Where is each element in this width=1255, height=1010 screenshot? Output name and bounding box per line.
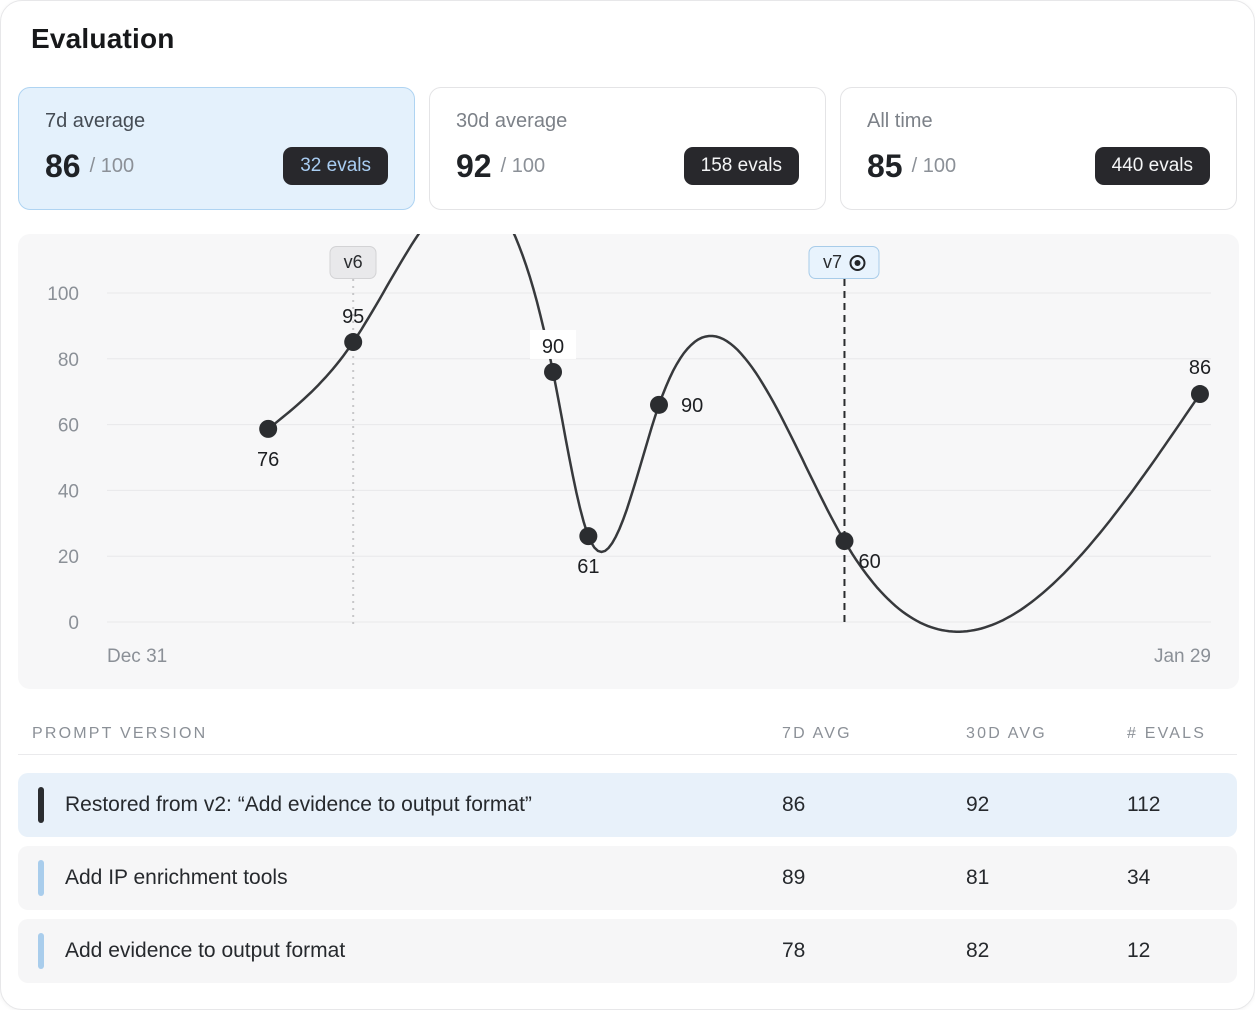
version-marker-label: v6	[343, 252, 363, 272]
cell-evals: 34	[1127, 866, 1151, 889]
cell-evals: 112	[1127, 793, 1161, 816]
evals-count-badge: 32 evals	[283, 147, 388, 185]
version-accent-bar	[38, 933, 44, 969]
stat-card-label: All time	[867, 110, 933, 132]
cell-7d-avg: 89	[782, 866, 806, 889]
stat-card-all-time[interactable]: All time 85 / 100 440 evals	[840, 87, 1237, 210]
table-header-row: PROMPT VERSION 7D AVG 30D AVG # EVALS	[18, 689, 1237, 755]
y-tick-label: 80	[58, 350, 79, 371]
version-marker-tag-v7[interactable]: v7	[808, 246, 880, 279]
version-accent-bar	[38, 787, 44, 823]
x-axis-end-label: Jan 29	[1153, 646, 1211, 667]
chart-canvas: 0 20 40 60 80 100 76 95 90 61 90 60 86	[47, 234, 1211, 634]
record-icon	[849, 254, 866, 271]
point-label-bg	[530, 329, 577, 359]
column-header-prompt-version: PROMPT VERSION	[32, 725, 208, 742]
cell-30d-avg: 82	[966, 939, 990, 962]
data-point[interactable]	[1190, 385, 1209, 404]
prompt-version-name: Restored from v2: “Add evidence to outpu…	[65, 793, 532, 816]
x-axis-start-label: Dec 31	[107, 646, 168, 667]
stat-card-label: 7d average	[45, 110, 146, 132]
data-point[interactable]	[579, 527, 598, 546]
point-value-label: 86	[1189, 357, 1211, 379]
stat-cards: 7d average 86 / 100 32 evals 30d average…	[18, 87, 1237, 210]
cell-7d-avg: 78	[782, 939, 806, 962]
stat-card-value: 85	[867, 147, 903, 184]
stat-card-value-row: 85 / 100 440 evals	[867, 147, 1210, 185]
table-row[interactable]: Add evidence to output format 78 82 12	[18, 919, 1237, 983]
cell-30d-avg: 92	[966, 793, 990, 816]
y-tick-label: 100	[47, 284, 79, 305]
prompt-version-name: Add IP enrichment tools	[65, 866, 288, 889]
stat-card-denominator: / 100	[911, 154, 957, 177]
cell-30d-avg: 81	[966, 866, 990, 889]
point-value-label: 90	[542, 336, 564, 358]
version-marker-label: v7	[822, 252, 842, 272]
stat-card-value: 92	[456, 147, 492, 184]
page-title: Evaluation	[31, 23, 175, 54]
column-header-7d-avg: 7D AVG	[782, 725, 852, 742]
y-tick-label: 40	[58, 481, 79, 502]
stat-card-7d-average[interactable]: 7d average 86 / 100 32 evals	[18, 87, 415, 210]
stat-card-denominator: / 100	[89, 154, 135, 177]
prompt-version-name: Add evidence to output format	[65, 939, 346, 962]
y-tick-label: 0	[68, 613, 79, 634]
column-header-evals: # EVALS	[1127, 725, 1207, 742]
table-row[interactable]: Add IP enrichment tools 89 81 34	[18, 846, 1237, 910]
stat-card-denominator: / 100	[500, 154, 546, 177]
stat-card-label: 30d average	[456, 110, 568, 132]
y-tick-label: 60	[58, 416, 79, 437]
stat-card-value: 86	[45, 147, 81, 184]
y-tick-label: 20	[58, 547, 79, 568]
data-point[interactable]	[544, 362, 563, 381]
data-point[interactable]	[259, 419, 278, 438]
version-marker-tag-v6[interactable]: v6	[329, 246, 377, 279]
stat-card-value-row: 86 / 100 32 evals	[45, 147, 388, 185]
point-value-label: 60	[858, 551, 880, 573]
table-row[interactable]: Restored from v2: “Add evidence to outpu…	[18, 773, 1237, 837]
evals-count-badge: 440 evals	[1094, 147, 1210, 185]
point-value-label: 95	[342, 306, 364, 328]
data-point[interactable]	[835, 532, 854, 551]
evals-count-badge: 158 evals	[683, 147, 799, 185]
column-header-30d-avg: 30D AVG	[966, 725, 1047, 742]
prompt-version-table: PROMPT VERSION 7D AVG 30D AVG # EVALS Re…	[18, 689, 1237, 983]
score-line	[267, 234, 1202, 633]
point-value-label: 76	[257, 449, 279, 471]
table-body: Restored from v2: “Add evidence to outpu…	[18, 773, 1237, 983]
point-value-label: 61	[577, 556, 599, 578]
data-point[interactable]	[344, 333, 363, 352]
version-accent-bar	[38, 860, 44, 896]
cell-evals: 12	[1127, 939, 1151, 962]
stat-card-30d-average[interactable]: 30d average 92 / 100 158 evals	[429, 87, 826, 210]
cell-7d-avg: 86	[782, 793, 806, 816]
point-value-label: 90	[681, 395, 703, 417]
data-point[interactable]	[650, 395, 668, 414]
stat-card-value-row: 92 / 100 158 evals	[456, 147, 799, 185]
score-line-chart: 0 20 40 60 80 100 76 95 90 61 90 60 86 v6 v7 Dec 31 …	[18, 234, 1239, 689]
